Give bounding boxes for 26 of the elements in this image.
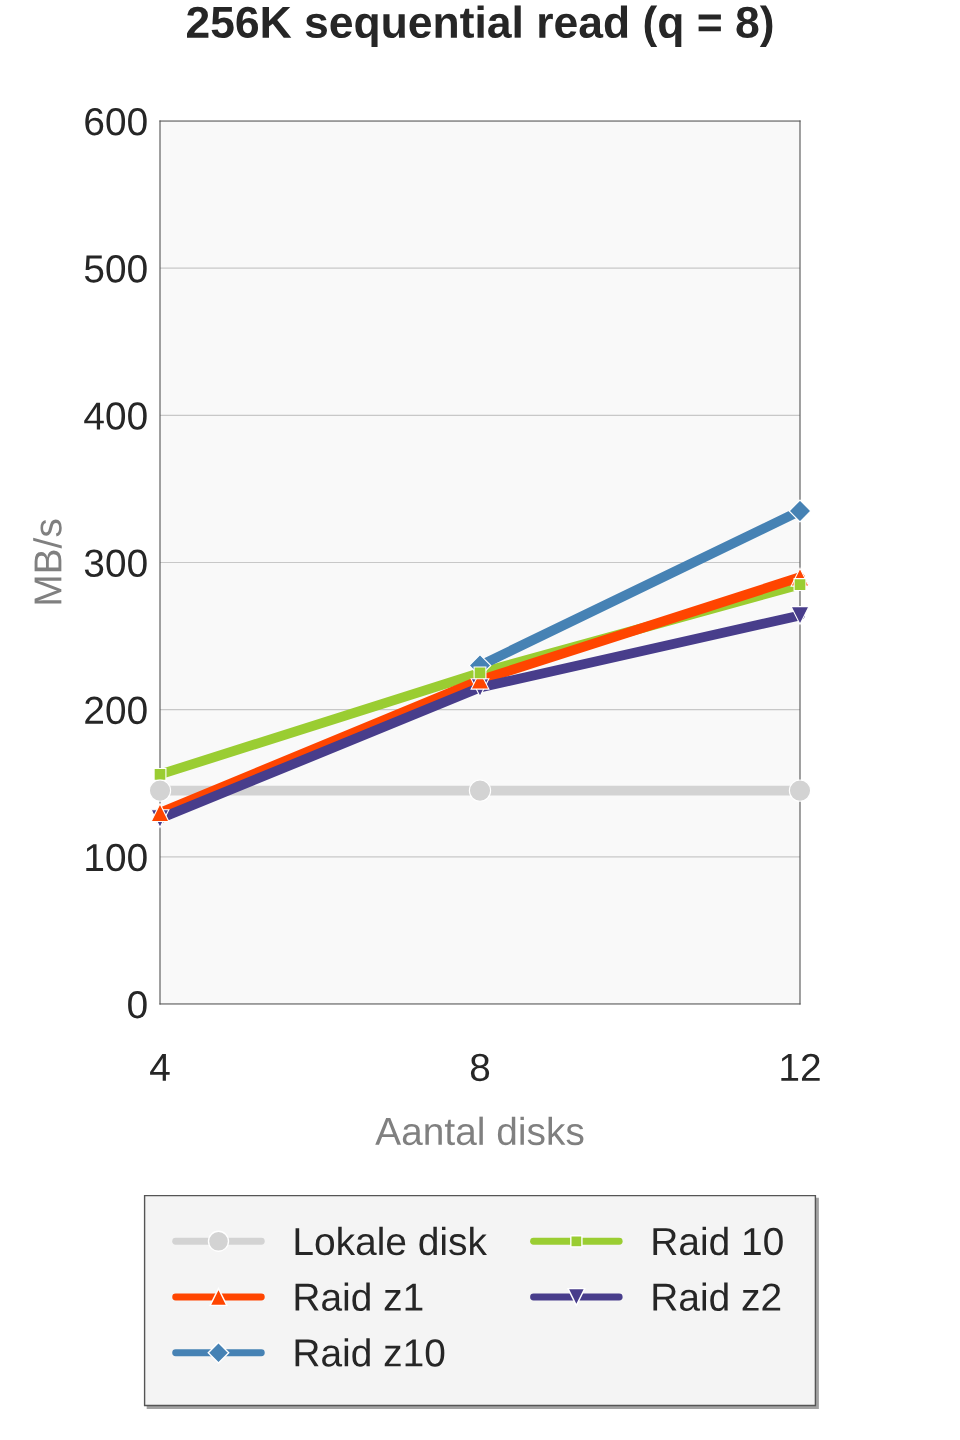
legend-label: Raid z1 [295,1282,423,1311]
x-tick-label: 4 [150,1054,170,1081]
y-tick-label: 400 [84,402,147,430]
legend-label: Raid 10 [653,1226,783,1256]
y-tick-label: 600 [85,107,147,136]
chart-title: 256K sequential read (q = 8) [187,5,773,47]
point [150,803,170,823]
point [788,779,812,802]
x-tick-label: 12 [781,1053,820,1081]
y-tick-label: 200 [85,696,147,725]
legend-label: Raid z10 [295,1338,445,1367]
y-tick-label: 300 [84,549,147,577]
legend-label: Raid z2 [653,1282,781,1311]
point [788,499,812,523]
point [790,606,810,625]
y-axis-title: MB/s [33,519,62,604]
y-tick-label: 100 [86,843,147,872]
legend-label: Lokale disk [295,1226,487,1256]
y-tick-label: 500 [84,255,147,283]
point [473,666,487,680]
y-tick-label: 0 [128,990,147,1019]
x-axis-title: Aantal disks [375,1116,584,1146]
point [793,578,807,592]
x-tick-label: 8 [470,1053,490,1082]
point [468,779,492,802]
point [148,779,172,802]
